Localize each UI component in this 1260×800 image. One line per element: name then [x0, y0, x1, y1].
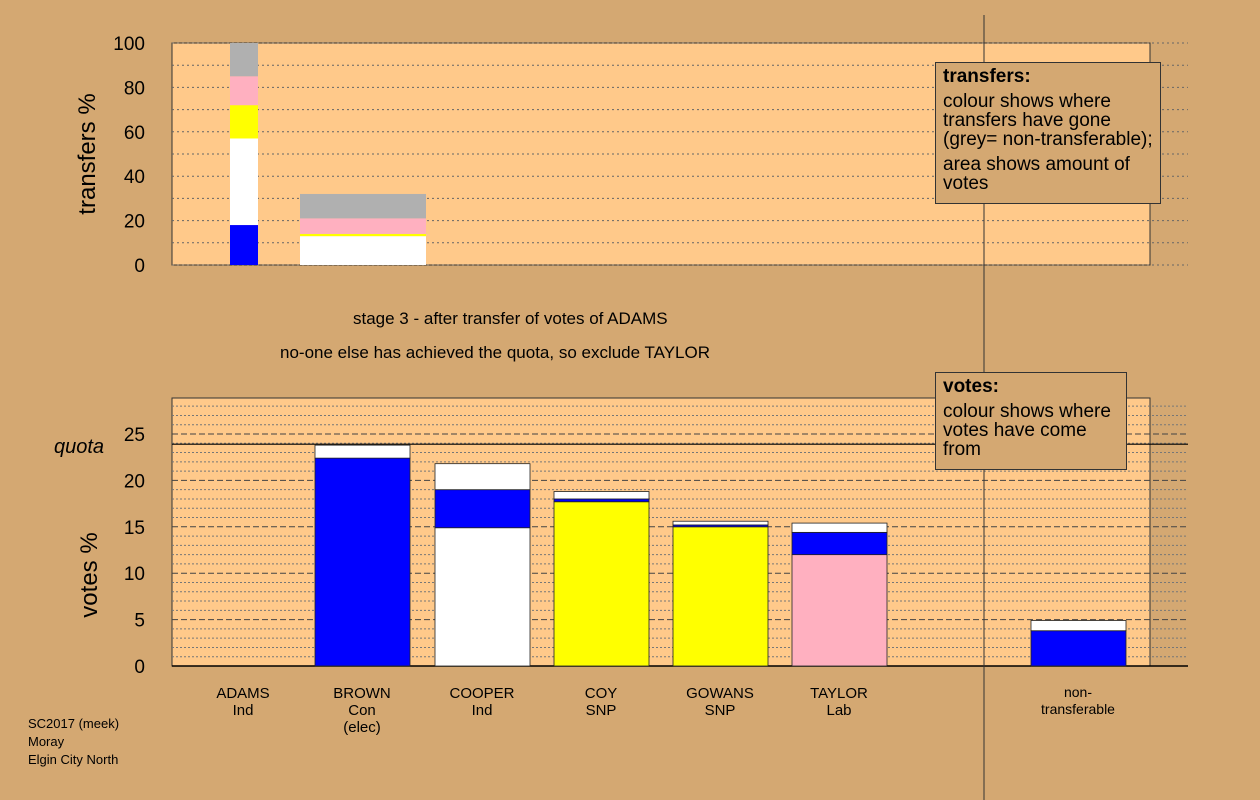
- vote-bar-segment-taylor: [791, 522, 888, 533]
- candidate-name: non-: [1063, 684, 1093, 700]
- transfers-y-tick: 100: [113, 34, 145, 55]
- candidate-label: non-transferable: [1018, 684, 1138, 718]
- transfers-y-tick: 40: [124, 167, 145, 188]
- candidate-name: COY: [584, 685, 618, 702]
- stage-subtitle: no-one else has achieved the quota, so e…: [280, 343, 710, 362]
- candidate-name: GOWANS: [686, 685, 754, 702]
- vote-bar-segment-coy: [553, 501, 650, 667]
- candidate-name: TAYLOR: [810, 685, 868, 702]
- candidate-party: transferable: [1041, 701, 1115, 717]
- candidate-label: TAYLOR Lab: [779, 685, 899, 719]
- candidate-party: Lab: [826, 702, 852, 719]
- transfers-y-tick: 80: [124, 78, 145, 99]
- transfers-y-label: transfers %: [74, 93, 101, 214]
- votes-y-tick: 10: [124, 564, 145, 585]
- legend-votes-title: votes:: [943, 376, 999, 397]
- transfer-bar-segment-adams: [230, 225, 258, 265]
- candidate-name: COOPER: [449, 685, 515, 702]
- footer-ward: Elgin City North: [28, 752, 119, 767]
- votes-y-tick: 25: [124, 425, 145, 446]
- legend-votes-text: colour shows where votes have come from: [943, 401, 1111, 460]
- vote-bar-segment-brown: [314, 444, 411, 459]
- candidate-label: COY SNP: [541, 685, 661, 719]
- candidate-party: Con: [348, 702, 376, 719]
- legend-transfers-text1: colour shows where transfers have gone (…: [943, 91, 1153, 150]
- candidate-party: Ind: [471, 702, 493, 719]
- candidate-label: GOWANS SNP: [660, 685, 780, 719]
- transfer-bar-segment-adams: [230, 138, 258, 226]
- candidate-party: SNP: [704, 702, 736, 719]
- transfers-y-tick: 60: [124, 123, 145, 144]
- votes-y-label: votes %: [76, 532, 103, 617]
- legend-transfers-text2: area shows amount of votes: [943, 154, 1130, 194]
- vote-bar-segment-coy: [553, 498, 650, 503]
- candidate-label: COOPER Ind: [422, 685, 542, 719]
- transfer-bar-segment-brown: [300, 193, 426, 219]
- footer: SC2017 (meek) Moray Elgin City North: [28, 715, 119, 769]
- transfer-bar-segment-adams: [230, 76, 258, 106]
- transfer-bar-segment-adams: [230, 43, 258, 77]
- transfers-y-tick: 20: [124, 212, 145, 233]
- stage-title: stage 3 - after transfer of votes of ADA…: [353, 309, 668, 328]
- legend-transfers-title: transfers:: [943, 66, 1031, 87]
- vote-bar-segment-gowans: [672, 526, 769, 667]
- vote-bar-segment-coy: [553, 491, 650, 500]
- vote-bar-segment-non: [1030, 620, 1127, 632]
- candidate-party: Ind: [232, 702, 254, 719]
- candidate-name: BROWN: [333, 685, 391, 702]
- candidate-name: ADAMS: [216, 685, 270, 702]
- vote-bar-segment-cooper: [434, 463, 531, 491]
- transfer-bar-segment-adams: [230, 105, 258, 139]
- vote-bar-segment-cooper: [434, 527, 531, 667]
- vote-bar-segment-cooper: [434, 489, 531, 529]
- candidate-label: ADAMS Ind: [183, 685, 303, 719]
- vote-bar-segment-taylor: [791, 531, 888, 556]
- votes-y-tick: 20: [124, 471, 145, 492]
- quota-label: quota: [54, 436, 105, 458]
- transfer-bar-segment-brown: [300, 236, 426, 265]
- votes-y-tick: 15: [124, 518, 145, 539]
- vote-bar-segment-taylor: [791, 554, 888, 667]
- transfers-y-tick: 0: [134, 256, 145, 277]
- transfer-bar-segment-brown: [300, 233, 426, 237]
- votes-y-tick: 0: [134, 657, 145, 678]
- candidate-party: SNP: [585, 702, 617, 719]
- footer-election: SC2017 (meek): [28, 716, 120, 731]
- transfer-bar-segment-brown: [300, 218, 426, 234]
- vote-bar-segment-gowans: [672, 520, 769, 526]
- vote-bar-segment-brown: [314, 457, 411, 667]
- votes-y-tick: 5: [134, 611, 145, 632]
- candidate-label: BROWN Con (elec): [302, 685, 422, 736]
- footer-council: Moray: [28, 734, 65, 749]
- vote-bar-segment-non: [1030, 630, 1127, 667]
- legend-transfers: transfers: colour shows where transfers …: [935, 62, 1161, 204]
- candidate-note: (elec): [343, 719, 381, 736]
- legend-votes: votes: colour shows where votes have com…: [935, 372, 1127, 470]
